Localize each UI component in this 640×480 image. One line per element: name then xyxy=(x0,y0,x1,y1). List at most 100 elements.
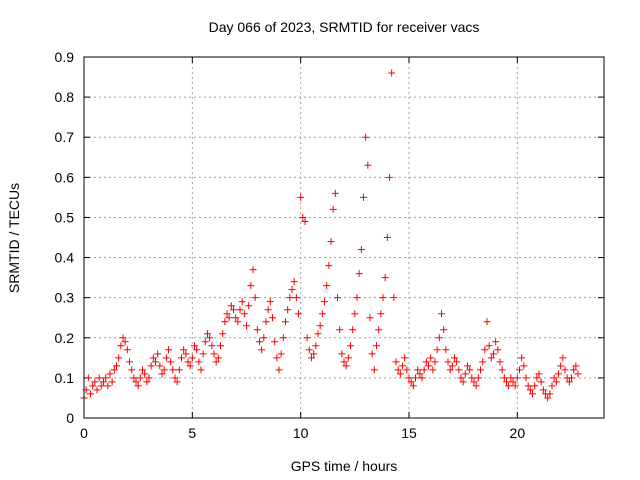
data-point xyxy=(232,314,240,322)
data-point xyxy=(147,362,155,370)
data-point xyxy=(277,350,285,358)
data-point xyxy=(93,386,101,394)
data-point xyxy=(431,358,439,366)
data-point xyxy=(435,334,443,342)
data-point xyxy=(338,350,346,358)
data-point xyxy=(401,354,409,362)
data-point xyxy=(535,370,543,378)
data-point xyxy=(481,346,489,354)
data-point xyxy=(323,282,331,290)
data-point xyxy=(279,334,287,342)
data-point xyxy=(104,382,112,390)
data-point xyxy=(327,238,335,246)
data-point xyxy=(143,378,151,386)
data-point xyxy=(407,378,415,386)
data-point xyxy=(559,354,567,362)
data-point xyxy=(113,362,120,370)
data-point xyxy=(334,294,341,302)
data-point xyxy=(162,354,170,362)
data-point xyxy=(474,374,482,382)
data-point xyxy=(165,346,172,354)
data-point xyxy=(433,346,441,354)
data-point xyxy=(539,386,547,394)
data-point xyxy=(550,374,558,382)
data-point xyxy=(171,374,179,382)
data-point xyxy=(383,234,391,241)
data-point xyxy=(459,378,467,386)
data-point xyxy=(178,354,185,362)
data-point xyxy=(240,310,248,318)
data-point xyxy=(221,318,229,326)
data-point xyxy=(249,266,257,274)
data-point xyxy=(271,338,279,346)
data-point xyxy=(282,318,289,326)
data-point xyxy=(251,294,259,302)
data-point xyxy=(102,374,110,382)
data-point xyxy=(399,362,406,370)
data-point xyxy=(295,310,302,318)
data-point xyxy=(505,382,513,390)
data-point xyxy=(403,366,411,374)
x-axis-label: GPS time / hours xyxy=(291,458,398,474)
x-tick-label: 15 xyxy=(401,425,417,441)
data-point xyxy=(87,390,94,398)
data-point xyxy=(301,217,309,225)
data-point xyxy=(418,374,426,382)
data-point xyxy=(496,358,504,366)
data-point xyxy=(472,382,480,390)
data-point xyxy=(234,318,242,326)
y-tick-label: 0.4 xyxy=(55,250,75,266)
data-point xyxy=(134,382,142,390)
data-point xyxy=(409,382,417,390)
data-point xyxy=(368,350,376,358)
data-point xyxy=(230,306,237,314)
data-point xyxy=(219,330,227,338)
data-point xyxy=(247,282,255,290)
data-point xyxy=(208,342,216,350)
data-point xyxy=(299,213,307,221)
y-tick-label: 0.5 xyxy=(55,209,75,225)
data-point xyxy=(568,374,575,382)
data-point xyxy=(260,334,268,342)
data-point xyxy=(186,362,194,370)
data-point xyxy=(329,205,337,213)
data-point xyxy=(561,366,569,374)
y-tick-label: 0.3 xyxy=(55,290,75,306)
data-point xyxy=(344,354,352,362)
y-tick-label: 0 xyxy=(66,410,74,426)
data-point xyxy=(340,358,348,366)
data-point xyxy=(438,310,445,318)
data-point xyxy=(180,346,188,354)
data-point xyxy=(158,370,166,378)
data-point xyxy=(425,362,432,370)
data-point xyxy=(507,374,515,382)
data-point xyxy=(119,334,127,342)
data-point xyxy=(386,173,393,181)
data-point xyxy=(565,378,573,386)
data-point xyxy=(485,342,493,350)
data-point xyxy=(139,366,146,374)
data-point xyxy=(574,370,582,378)
data-point xyxy=(370,366,378,374)
data-point xyxy=(204,330,211,338)
data-point xyxy=(266,298,274,306)
data-point xyxy=(223,310,231,318)
data-point xyxy=(173,378,181,386)
data-point xyxy=(191,342,198,350)
data-point xyxy=(123,346,131,354)
y-tick-label: 0.7 xyxy=(55,129,75,145)
data-point xyxy=(227,302,235,310)
data-point xyxy=(477,366,484,374)
data-point xyxy=(342,362,350,370)
data-point xyxy=(483,318,491,326)
x-tick-label: 5 xyxy=(188,425,196,441)
data-point xyxy=(429,366,437,374)
data-point xyxy=(214,354,222,362)
data-point xyxy=(95,374,103,382)
x-tick-label: 20 xyxy=(510,425,526,441)
data-point xyxy=(570,366,578,374)
data-point xyxy=(537,378,545,386)
data-point xyxy=(500,374,508,382)
data-point xyxy=(468,374,476,382)
data-point xyxy=(490,350,497,358)
